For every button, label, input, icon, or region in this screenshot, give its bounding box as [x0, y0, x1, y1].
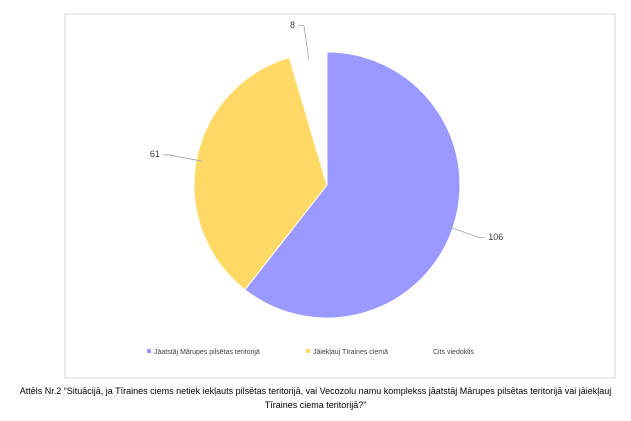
legend-marker — [147, 349, 151, 353]
data-label: 106 — [488, 232, 503, 242]
legend-marker — [426, 349, 430, 353]
leader-line — [446, 226, 486, 238]
data-label: 8 — [290, 20, 295, 30]
leader-line — [162, 154, 203, 162]
data-label: 61 — [150, 149, 160, 159]
caption: Attēls Nr.2 “Situācijā, ja Tīraines ciem… — [19, 386, 612, 410]
legend-label: Jāiekļauj Tīraines ciemā — [313, 349, 388, 356]
legend-label: Cits viedoklis — [433, 349, 474, 356]
legend-marker — [306, 349, 310, 353]
legend-label: Jāatstāj Mārupes pilsētas teritorijā — [154, 349, 260, 356]
leader-line — [297, 25, 310, 60]
